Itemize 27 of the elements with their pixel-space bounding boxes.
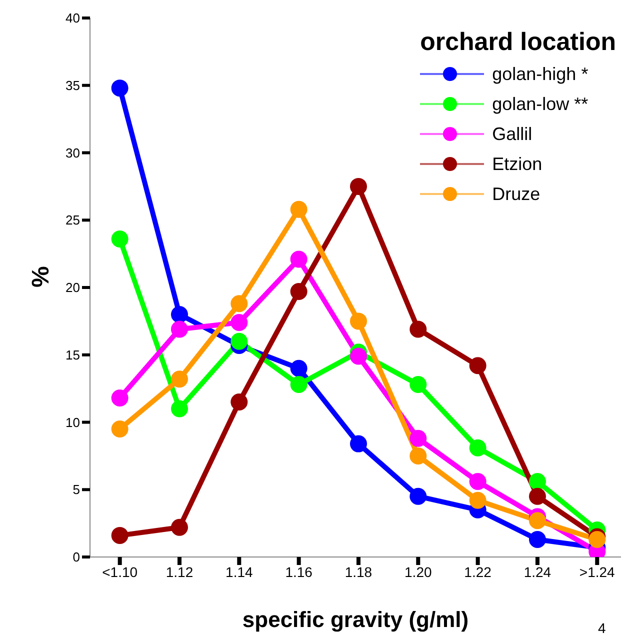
y-tick-label: 5 — [72, 482, 80, 498]
y-tick-label: 25 — [66, 212, 80, 228]
legend-title: orchard location — [420, 28, 616, 57]
x-tick-label: 1.24 — [524, 564, 552, 580]
x-tick-label: 1.14 — [226, 564, 253, 580]
x-tick-label: 1.16 — [285, 564, 313, 580]
y-tick-label: 35 — [66, 78, 80, 93]
x-tick-label: >1.24 — [579, 564, 616, 580]
y-tick-label: 0 — [72, 550, 80, 565]
y-tick-label: 10 — [66, 414, 80, 430]
x-tick-label: 1.22 — [464, 564, 492, 580]
y-tick-label: 20 — [66, 280, 80, 296]
x-axis-title: specific gravity (g/ml) — [242, 607, 469, 632]
y-axis-title: % — [28, 266, 55, 288]
legend-label: Druze — [492, 184, 540, 204]
x-tick-label: 1.18 — [344, 564, 372, 580]
y-tick-label: 15 — [66, 347, 80, 362]
legend-label: Etzion — [492, 154, 542, 174]
x-tick-label: <1.10 — [102, 564, 138, 580]
x-tick-label: 1.12 — [166, 564, 194, 580]
legend-label: golan-low ** — [492, 94, 588, 114]
legend-label: Gallil — [492, 124, 532, 144]
y-tick-label: 30 — [66, 145, 80, 160]
x-tick-label: 1.20 — [404, 564, 432, 580]
legend-label: golan-high * — [492, 64, 588, 84]
y-tick-label: 40 — [66, 10, 80, 26]
text: 4 — [598, 620, 606, 636]
